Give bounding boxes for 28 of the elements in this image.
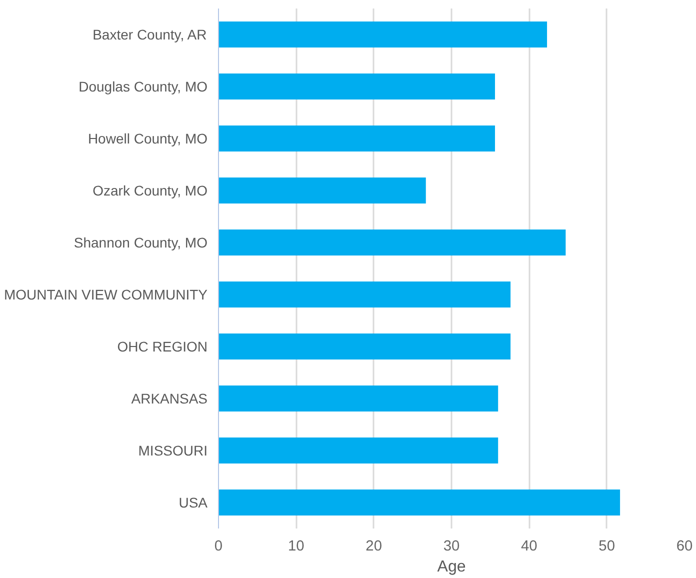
x-tick-label: 10 xyxy=(288,538,304,554)
bar xyxy=(218,438,498,464)
y-tick-label: OHC REGION xyxy=(117,338,208,354)
x-tick-label: 30 xyxy=(443,538,460,554)
x-tick-label: 40 xyxy=(521,538,538,554)
bar xyxy=(218,178,426,204)
y-tick-label: Ozark County, MO xyxy=(92,182,208,198)
bar xyxy=(218,386,498,412)
y-tick-label: MOUNTAIN VIEW COMMUNITY xyxy=(4,286,208,302)
x-tick-label: 20 xyxy=(366,538,382,554)
bar xyxy=(218,490,620,516)
y-tick-label: MISSOURI xyxy=(138,442,208,458)
bar xyxy=(218,126,495,152)
bar xyxy=(218,74,495,100)
x-tick-label: 60 xyxy=(676,538,693,554)
bar xyxy=(218,282,511,308)
x-tick-label: 50 xyxy=(598,538,615,554)
y-tick-label: Shannon County, MO xyxy=(74,234,208,250)
y-tick-label: Howell County, MO xyxy=(88,130,208,146)
y-tick-label: Douglas County, MO xyxy=(78,78,208,94)
x-tick-label: 0 xyxy=(214,538,223,554)
y-tick-label: Baxter County, AR xyxy=(92,26,207,42)
y-tick-label: USA xyxy=(178,494,208,510)
bar xyxy=(218,334,511,360)
bar xyxy=(218,22,548,48)
x-axis-title: Age xyxy=(437,558,466,576)
y-tick-label: ARKANSAS xyxy=(131,390,208,406)
bar xyxy=(218,230,566,256)
